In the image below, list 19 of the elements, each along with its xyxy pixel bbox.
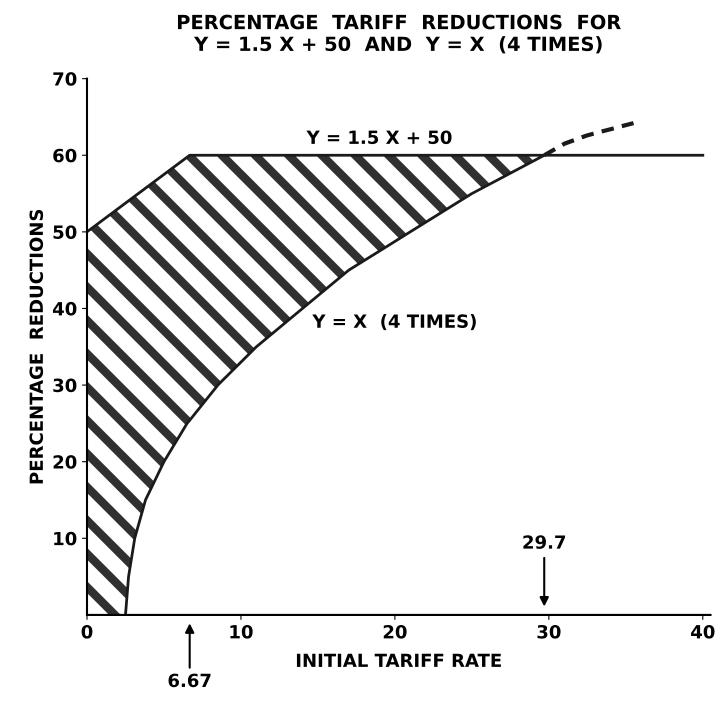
chart-title: PERCENTAGE TARIFF REDUCTIONS FOR Y = 1.5 X + 50 AND Y = X (4 TIMES)	[178, 14, 621, 54]
x-tick-label: 10	[230, 624, 253, 639]
y-tick-label: 60	[53, 148, 76, 162]
x-axis-title: INITIAL TARIFF RATE	[296, 654, 501, 667]
x-tick-label: 0	[82, 624, 92, 639]
y-tick-label: 20	[54, 455, 76, 469]
annotation: Y = 1.5 X + 50	[306, 130, 452, 144]
y-tick-label: 10	[54, 532, 76, 546]
y-axis-title: PERCENTAGE REDUCTIONS	[29, 210, 44, 484]
y-tick-label: 70	[53, 72, 76, 86]
y-tick-label: 30	[53, 378, 76, 392]
annotation: Y = X (4 TIMES)	[312, 314, 476, 330]
x-tick-label: 30	[537, 624, 561, 639]
x-tick-label: 20	[384, 624, 407, 639]
y-tick-label: 40	[52, 302, 76, 316]
y-tick-label: 50	[54, 225, 76, 239]
text: 6.67	[168, 674, 211, 688]
x-tick-label: 40	[691, 624, 714, 639]
annotation: 29.7	[523, 535, 566, 549]
